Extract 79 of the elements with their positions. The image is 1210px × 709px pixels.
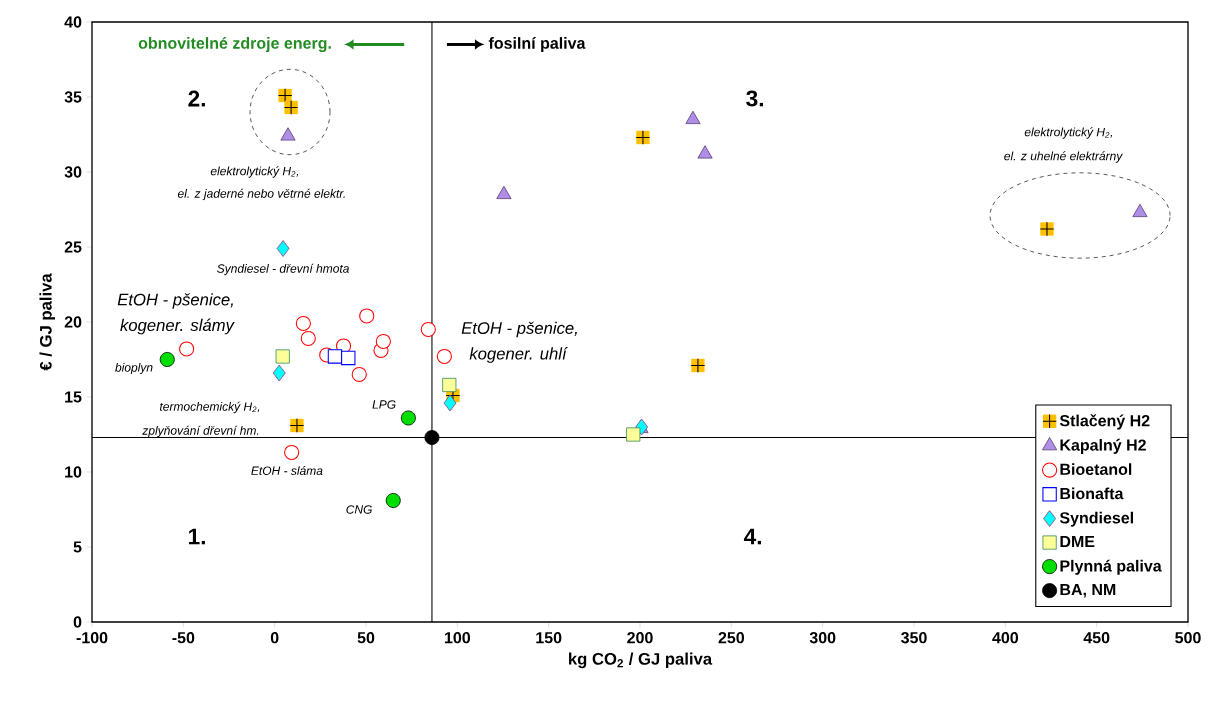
point — [420, 321, 436, 338]
point — [284, 444, 300, 461]
y-tick-label: 30 — [64, 166, 82, 178]
x-tick-label: 200 — [627, 632, 653, 644]
legend-label: Bioetanol — [1060, 463, 1132, 475]
x-tick-label: 450 — [1083, 632, 1110, 644]
annotation: 2. — [188, 90, 205, 107]
point — [442, 377, 457, 393]
annotation: 1. — [189, 528, 205, 545]
y-tick-label: 25 — [64, 241, 82, 253]
annotation: elektrolytický H$_{2}$, — [1024, 127, 1113, 139]
annotation: zplyňování dřevní hm. — [142, 425, 259, 438]
point — [341, 350, 356, 366]
point — [280, 127, 296, 141]
y-tick-label: 5 — [73, 541, 82, 553]
point — [385, 493, 401, 508]
y-tick-label: 10 — [65, 466, 82, 478]
legend-label: Stlačený H2 — [1059, 414, 1150, 430]
annotation: EtOH - pšenice, — [117, 293, 233, 309]
point — [496, 185, 512, 200]
point — [159, 352, 175, 367]
point — [300, 330, 316, 347]
y-tick-label: 0 — [73, 616, 82, 628]
x-tick-label: 400 — [992, 632, 1019, 644]
y-tick-label: 40 — [64, 16, 82, 28]
x-tick-label: 250 — [718, 632, 745, 644]
annotation: kogener. uhlí — [469, 347, 568, 363]
annotation: termochemický H$_{2}$, — [159, 401, 260, 414]
legend-label: BA, NM — [1060, 584, 1116, 598]
annotation: fosilní paliva — [488, 36, 586, 53]
legend-label: Bionafta — [1060, 487, 1124, 500]
annotation: EtOH - pšenice, — [461, 321, 577, 338]
x-tick-label: 0 — [270, 632, 279, 644]
point — [375, 333, 391, 350]
x-tick-label: 50 — [357, 632, 375, 644]
point — [400, 410, 416, 426]
point — [179, 341, 195, 357]
annotation: LPG — [372, 400, 396, 409]
annotation: elektrolytický H$_{2}$, — [210, 166, 299, 178]
legend-label: Kapalný H2 — [1060, 438, 1146, 454]
x-tick-label: -100 — [76, 632, 108, 644]
x-tick-label: 150 — [536, 632, 562, 644]
annotation: bioplyn — [115, 362, 153, 375]
annotation: el. z uhelné elektrárny — [1004, 151, 1123, 163]
point — [436, 348, 452, 365]
annotation: 4. — [743, 528, 761, 545]
legend-label: Syndiesel — [1059, 511, 1133, 527]
point — [327, 349, 343, 364]
point — [443, 394, 457, 412]
point — [275, 349, 290, 364]
y-tick-label: 15 — [65, 391, 82, 403]
point — [685, 110, 701, 125]
x-tick-label: -50 — [172, 632, 195, 644]
annotation: CNG — [346, 505, 372, 514]
annotation: kogener. slámy — [120, 318, 235, 335]
annotation: obnovitelné zdroje energ. — [138, 36, 331, 53]
point — [276, 240, 290, 257]
annotation: EtOH - sláma — [251, 466, 323, 475]
point — [351, 366, 367, 383]
point — [1132, 203, 1148, 218]
annotation: 3. — [746, 90, 763, 107]
point — [697, 145, 713, 159]
legend-label: Plynná paliva — [1060, 559, 1162, 575]
annotation: Syndiesel - dřevní hmota — [217, 263, 350, 276]
x-tick-label: 100 — [444, 632, 471, 644]
y-tick-label: 35 — [64, 91, 82, 103]
point — [272, 364, 286, 382]
x-tick-label: 350 — [901, 632, 927, 644]
point — [626, 427, 641, 442]
y-axis-title: € / GJ paliva — [39, 273, 55, 371]
legend-label: DME — [1060, 536, 1095, 548]
annotation: el. z jaderné nebo větrné elektr. — [177, 188, 345, 201]
x-axis-title: kg CO$_{2}$ / GJ paliva — [569, 652, 713, 669]
y-tick-label: 20 — [64, 316, 82, 328]
point — [359, 308, 375, 324]
point — [295, 315, 311, 332]
point — [424, 430, 440, 445]
x-tick-label: 500 — [1175, 632, 1201, 644]
x-tick-label: 300 — [809, 632, 836, 644]
